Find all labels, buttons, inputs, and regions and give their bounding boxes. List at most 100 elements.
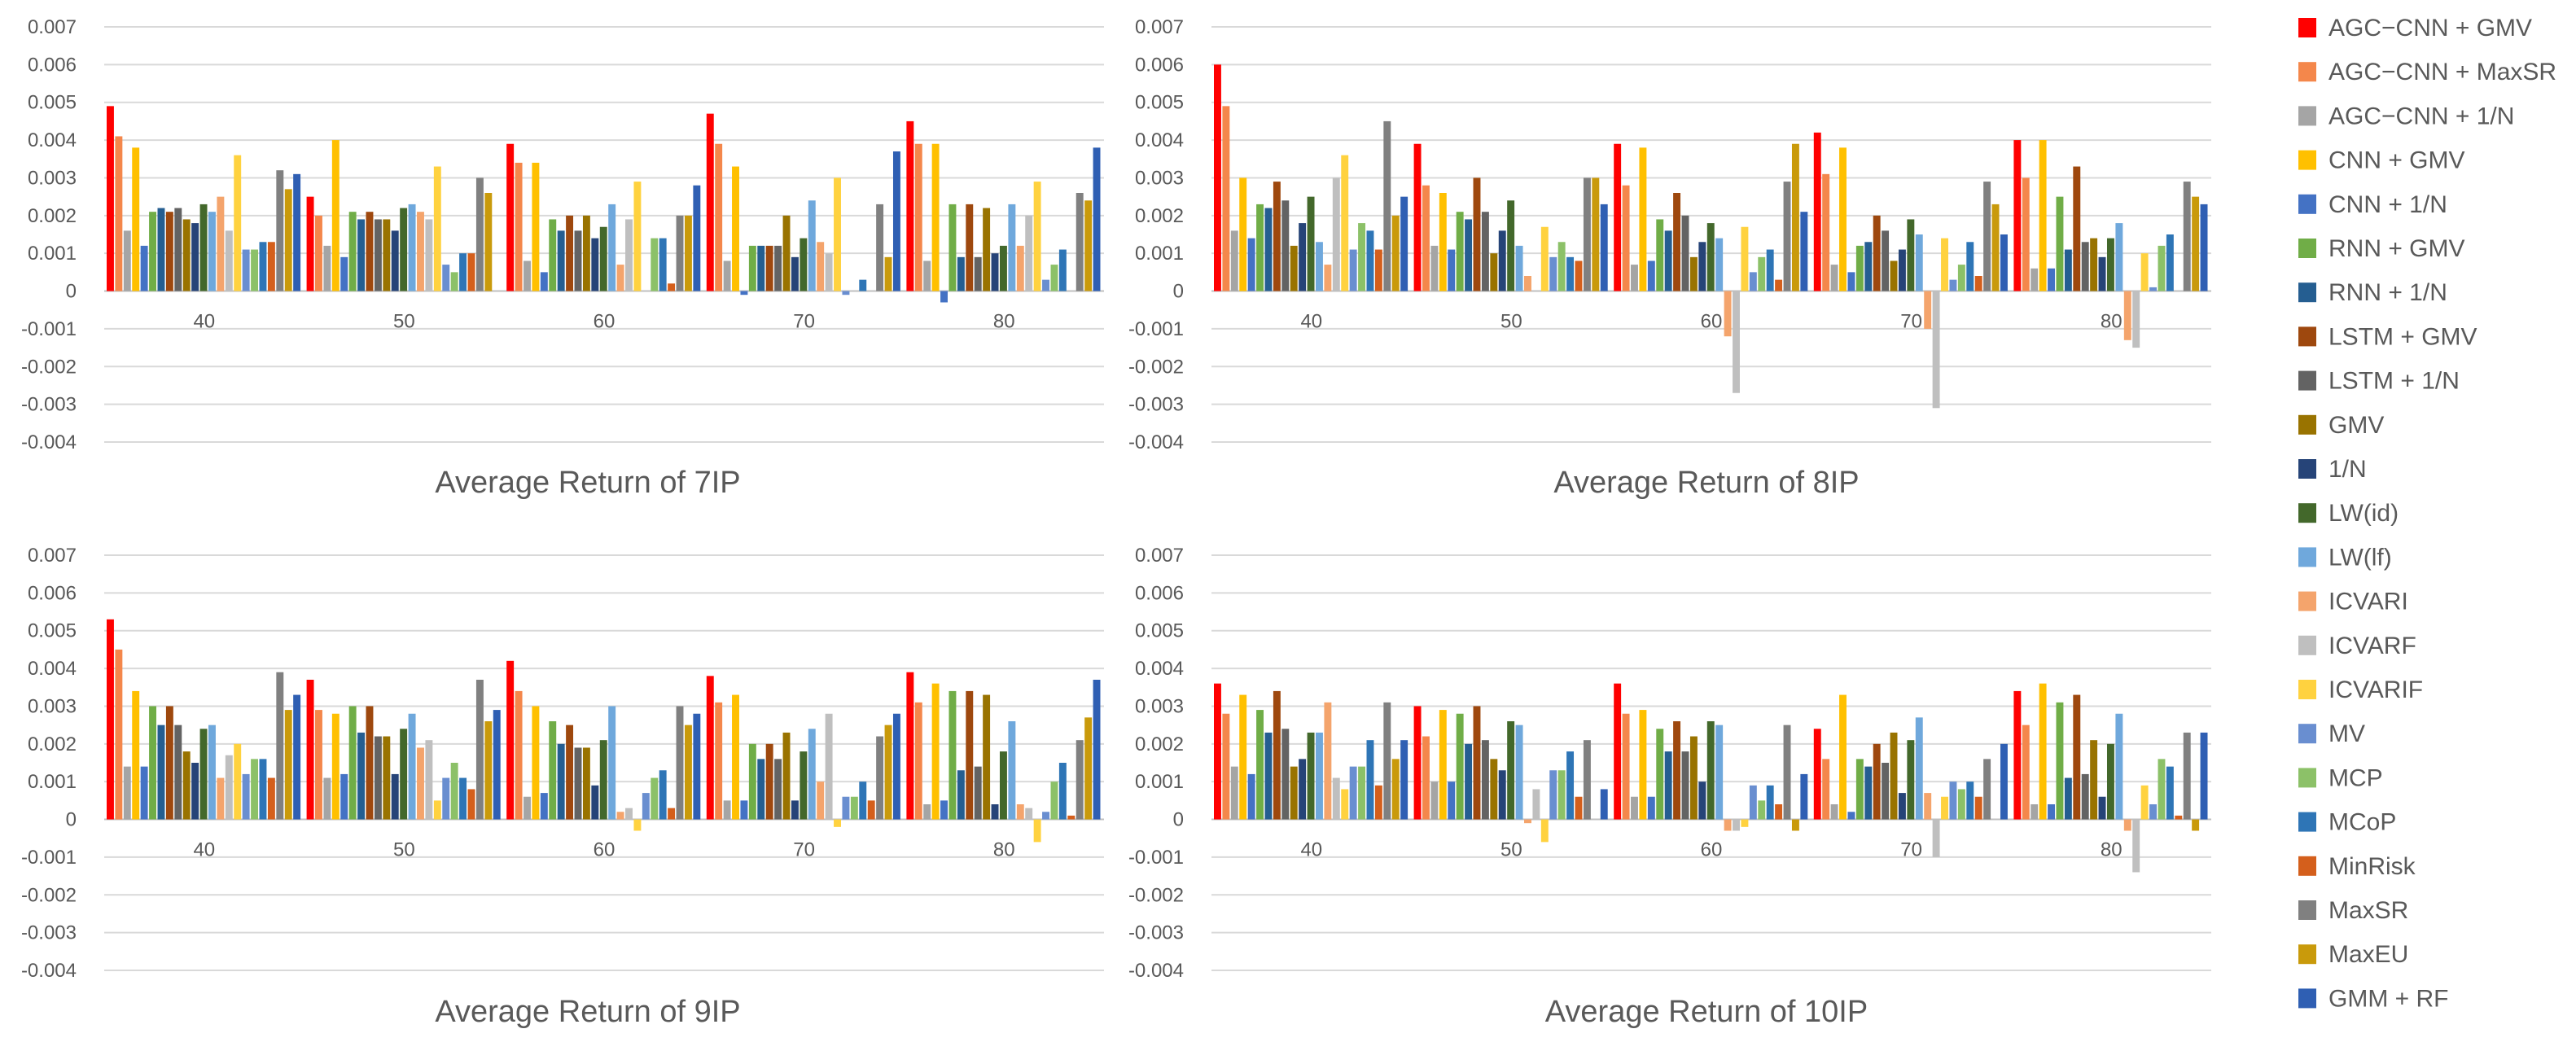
- bar-10ip-80-s14: [2132, 819, 2140, 873]
- bar-10ip-60-s21: [1791, 819, 1799, 831]
- bar-9ip-40-s14: [225, 755, 233, 820]
- x-tick-label: 60: [1701, 311, 1723, 333]
- bar-8ip-80-s2: [2031, 268, 2039, 291]
- bar-7ip-60-s13: [616, 265, 624, 291]
- bar-9ip-80-s8: [974, 766, 982, 820]
- bar-7ip-50-s6: [357, 219, 366, 291]
- bar-9ip-80-s12: [1008, 721, 1016, 820]
- bar-9ip-50-s14: [425, 740, 433, 820]
- bar-8ip-80-s1: [2022, 177, 2030, 291]
- legend-label: RNN + 1/N: [2328, 279, 2447, 306]
- bar-7ip-60-s3: [532, 162, 540, 291]
- bar-7ip-40-s12: [208, 212, 216, 291]
- bar-9ip-70-s10: [791, 800, 799, 820]
- bar-9ip-80-s4: [940, 800, 948, 820]
- bar-9ip-70-s5: [748, 743, 756, 820]
- bar-9ip-70-s14: [825, 713, 833, 820]
- bar-7ip-60-s19: [668, 283, 676, 291]
- bar-7ip-40-s3: [132, 147, 140, 291]
- legend-swatch: [2298, 106, 2316, 126]
- legend: AGC−CNN + GMV AGC−CNN + MaxSR AGC−CNN + 1/…: [2298, 15, 2556, 1012]
- y-tick-label: -0.002: [21, 884, 77, 906]
- bar-9ip-80-s10: [991, 804, 999, 820]
- bar-7ip-50-s9: [383, 219, 391, 291]
- legend-swatch: [2298, 724, 2316, 744]
- bar-7ip-50-s8: [374, 219, 382, 291]
- legend-label: CNN + GMV: [2328, 147, 2465, 174]
- bar-8ip-70-s1: [1822, 173, 1830, 291]
- x-tick-label: 40: [193, 311, 215, 333]
- bar-9ip-70-s16: [842, 796, 850, 820]
- bar-9ip-40-s7: [165, 706, 173, 820]
- bar-8ip-80-s4: [2048, 268, 2055, 291]
- bar-7ip-70-s22: [892, 151, 900, 291]
- bar-9ip-80-s11: [999, 751, 1007, 820]
- bar-7ip-60-s14: [625, 219, 633, 291]
- bar-8ip-60-s1: [1622, 185, 1630, 291]
- legend-label: LW(lf): [2328, 544, 2392, 571]
- bar-7ip-80-s9: [983, 208, 991, 291]
- bar-7ip-60-s2: [524, 260, 531, 291]
- bar-10ip-80-s16: [2149, 804, 2157, 820]
- bar-9ip-60-s12: [608, 706, 616, 820]
- y-tick-label: 0.007: [1135, 16, 1184, 38]
- bar-10ip-50-s6: [1465, 743, 1473, 820]
- bar-10ip-70-s11: [1907, 740, 1915, 820]
- bar-8ip-60-s20: [1783, 182, 1791, 291]
- bar-7ip-80-s12: [1008, 204, 1016, 291]
- bar-8ip-70-s0: [1813, 132, 1821, 291]
- y-tick-label: 0.006: [28, 582, 77, 604]
- bar-9ip-40-s18: [259, 759, 267, 820]
- bar-10ip-80-s2: [2031, 804, 2039, 820]
- bar-8ip-80-s5: [2056, 196, 2064, 291]
- bar-8ip-40-s0: [1214, 64, 1221, 291]
- bar-8ip-70-s22: [2000, 234, 2008, 291]
- bar-10ip-50-s15: [1540, 819, 1549, 843]
- bar-10ip-60-s3: [1639, 710, 1647, 820]
- legend-label: LSTM + GMV: [2328, 323, 2477, 350]
- bar-8ip-60-s2: [1631, 265, 1638, 291]
- bar-10ip-60-s10: [1698, 782, 1706, 820]
- bar-8ip-70-s17: [1957, 265, 1965, 291]
- bar-8ip-60-s12: [1715, 238, 1724, 291]
- y-tick-label: 0.003: [1135, 167, 1184, 189]
- bar-8ip-80-s16: [2149, 287, 2157, 291]
- bar-9ip-60-s14: [625, 808, 633, 820]
- bar-8ip-60-s22: [1800, 212, 1808, 291]
- bar-8ip-60-s9: [1689, 256, 1698, 291]
- chart-10ip: Average Return of 10IP 0.007 0.006 0.005 0.…: [1128, 545, 2211, 1029]
- bar-8ip-70-s8: [1882, 230, 1890, 291]
- bar-8ip-80-s22: [2200, 204, 2208, 291]
- bar-8ip-80-s13: [2123, 291, 2131, 340]
- bar-10ip-60-s17: [1758, 800, 1766, 820]
- y-tick-label: 0.005: [28, 92, 77, 114]
- y-tick-label: 0.002: [1135, 205, 1184, 227]
- bar-10ip-80-s18: [2166, 766, 2174, 820]
- bar-9ip-50-s8: [374, 736, 382, 820]
- legend-label: ICVARF: [2328, 633, 2416, 659]
- bar-7ip-80-s3: [931, 143, 940, 291]
- bar-10ip-40-s16: [1349, 766, 1357, 820]
- bar-8ip-40-s3: [1239, 177, 1247, 291]
- bar-10ip-70-s12: [1915, 717, 1923, 820]
- bar-7ip-50-s0: [306, 196, 314, 291]
- bar-10ip-40-s5: [1256, 710, 1264, 820]
- bar-9ip-50-s11: [400, 729, 408, 820]
- bar-7ip-80-s0: [906, 120, 914, 291]
- bar-7ip-50-s14: [425, 219, 433, 291]
- bar-7ip-80-s8: [974, 256, 982, 291]
- bar-10ip-80-s17: [2158, 759, 2166, 820]
- bar-7ip-80-s5: [948, 204, 957, 291]
- y-tick-label: 0.003: [28, 695, 77, 717]
- bar-7ip-50-s4: [340, 256, 348, 291]
- y-tick-label: 0.001: [28, 771, 77, 793]
- bar-9ip-70-s1: [715, 702, 723, 820]
- y-tick-label: -0.004: [21, 960, 77, 982]
- bar-10ip-50-s14: [1532, 789, 1540, 820]
- bar-7ip-70-s4: [740, 291, 748, 296]
- bar-8ip-70-s2: [1830, 265, 1838, 291]
- bar-10ip-70-s18: [1966, 782, 1974, 820]
- legend-label: GMV: [2328, 412, 2384, 439]
- bar-9ip-60-s4: [540, 793, 548, 820]
- bar-10ip-70-s22: [2000, 743, 2008, 820]
